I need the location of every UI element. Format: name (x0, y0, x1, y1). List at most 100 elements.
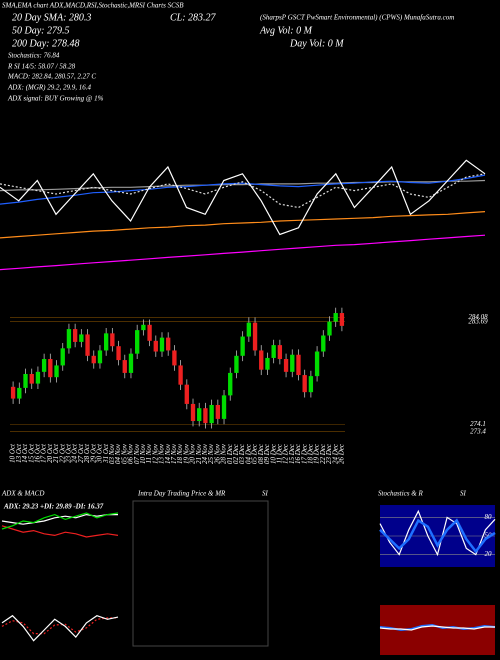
panel-title: Stochastics & R (378, 490, 423, 498)
x-tick-label: 24 Oct (71, 443, 79, 463)
candle-body (203, 408, 208, 424)
candle-body (128, 353, 134, 373)
y-tick-label: 80 (485, 513, 493, 521)
series-line (1, 614, 119, 642)
x-tick-label: 23 Dec (325, 443, 333, 464)
candle-body (23, 373, 28, 388)
candle-body (48, 359, 53, 378)
x-tick-label: 20 Oct (46, 443, 54, 463)
x-tick-label: 19 Nov (182, 443, 190, 464)
candle-body (333, 313, 338, 322)
candle-body (60, 348, 65, 366)
x-tick-label: 07 Nov (133, 443, 141, 464)
candle-body (234, 355, 239, 373)
candle-body (197, 408, 202, 422)
candle-body (29, 373, 34, 384)
x-tick-label: 10 Oct (9, 443, 17, 463)
candle-body (116, 346, 121, 361)
candle-body (308, 376, 314, 393)
panel-title: ADX & MACD (1, 490, 44, 498)
candle-body (252, 322, 258, 351)
candle-body (184, 384, 189, 404)
x-tick-label: 11 Dec (275, 443, 283, 463)
candle-body (296, 354, 301, 376)
candle-body (228, 372, 233, 396)
candle-body (97, 350, 103, 364)
sma20: 20 Day SMA: 280.3 (12, 12, 91, 23)
x-tick-label: 14 Nov (164, 443, 172, 464)
candle-body (135, 330, 140, 354)
x-tick-label: 27 Oct (77, 443, 85, 463)
x-tick-label: 13 Nov (158, 443, 166, 464)
candle-body (103, 333, 109, 351)
avg-vol: Avg Vol: 0 M (259, 25, 313, 36)
panel-title: SI (460, 490, 467, 498)
x-tick-label: 19 Dec (313, 443, 321, 464)
candle-body (190, 403, 196, 422)
intraday-panel (132, 500, 269, 647)
x-tick-label: 17 Nov (170, 443, 178, 464)
macd: MACD: 282.84, 280.57, 2.27 C (7, 73, 96, 81)
y-tick-label: 50 (485, 532, 493, 540)
candle-body (221, 395, 227, 419)
x-tick-label: 26 Dec (338, 443, 346, 464)
x-tick-label: 04 Dec (244, 443, 252, 464)
candle-body (54, 365, 59, 378)
x-tick-label: 22 Oct (58, 443, 66, 463)
candle-body (153, 340, 158, 352)
adx-signal: ADX signal: BUY Growing @ 1% (7, 95, 104, 103)
x-tick-label: 03 Nov (108, 443, 116, 464)
x-tick-label: 21 Nov (195, 443, 203, 464)
y-tick-label: 273.4 (470, 427, 486, 435)
x-tick-label: 24 Nov (201, 443, 209, 464)
candle-body (277, 345, 283, 360)
candle-body (141, 324, 146, 331)
candle-body (110, 333, 115, 347)
candle-body (17, 387, 22, 399)
x-tick-label: 01 Dec (226, 443, 234, 464)
x-tick-label: 06 Nov (127, 443, 135, 464)
x-tick-label: 25 Nov (207, 443, 215, 464)
x-tick-label: 12 Nov (151, 443, 159, 464)
sma50: 50 Day: 279.5 (12, 25, 70, 36)
candle-body (246, 322, 252, 337)
candle-body (271, 345, 276, 358)
x-tick-label: 28 Nov (220, 443, 228, 464)
candle-body (172, 350, 177, 366)
series-line (0, 211, 486, 239)
candle-body (10, 386, 16, 399)
candle-body (122, 360, 127, 373)
x-tick-label: 18 Dec (306, 443, 314, 464)
candle-body (339, 313, 345, 326)
candle-body (35, 371, 41, 384)
adx: ADX: (MGR) 29.2, 29.9, 16.4 (7, 84, 92, 92)
x-tick-label: 31 Oct (102, 443, 110, 464)
x-tick-label: 12 Dec (282, 443, 290, 464)
candle-body (302, 375, 307, 393)
x-tick-label: 16 Dec (294, 443, 302, 464)
candle-body (327, 321, 332, 336)
x-tick-label: 15 Dec (288, 443, 296, 464)
x-tick-label: 26 Nov (213, 443, 221, 464)
header-line: SMA,EMA chart ADX,MACD,RSI,Stochastic,MR… (2, 2, 184, 10)
candle-body (72, 329, 78, 342)
x-tick-label: 17 Oct (40, 443, 48, 463)
x-tick-label: 13 Oct (15, 443, 23, 463)
candle-body (91, 355, 96, 364)
x-tick-label: 28 Oct (83, 443, 91, 463)
x-tick-label: 24 Dec (331, 443, 339, 464)
x-tick-label: 03 Dec (238, 443, 246, 464)
y-tick-label: 274.1 (470, 420, 486, 428)
candle-body (41, 359, 47, 372)
series-line (0, 174, 486, 205)
series-line (0, 159, 486, 236)
y-tick-label: 20 (485, 550, 493, 558)
series-line (1, 617, 118, 635)
x-tick-label: 05 Dec (251, 443, 259, 464)
sma200: 200 Day: 278.48 (12, 38, 80, 49)
candle-body (147, 324, 152, 341)
candle-body (209, 404, 214, 424)
candle-body (159, 337, 165, 352)
x-tick-label: 23 Oct (65, 443, 73, 463)
